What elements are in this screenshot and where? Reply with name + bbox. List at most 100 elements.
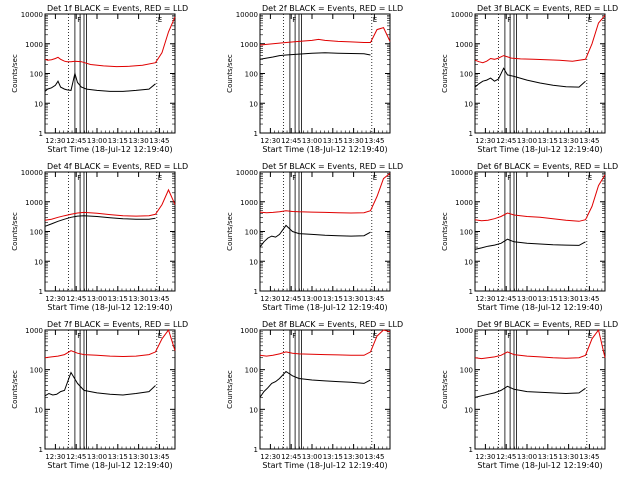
plot-frame — [259, 171, 391, 292]
panel-title: Det 3f BLACK = Events, RED = LLD — [477, 4, 618, 13]
marker-label: F — [292, 174, 296, 182]
x-tick-label: 13:45 — [149, 453, 169, 461]
x-tick-label: 13:00 — [517, 453, 537, 461]
detector-panel-6: Det 6f BLACK = Events, RED = LLD 1 10 100 10… — [441, 162, 618, 312]
events-series-line — [44, 71, 156, 92]
marker-label: E — [158, 332, 162, 340]
marker-label: F — [507, 16, 511, 24]
y-tick-label: 100 — [30, 367, 43, 375]
y-tick-label: 10 — [464, 258, 473, 266]
panel-title: Det 4f BLACK = Events, RED = LLD — [47, 162, 188, 171]
plot-frame — [44, 171, 176, 292]
x-tick-label: 12:30 — [475, 137, 495, 145]
y-tick-label: 10000 — [451, 169, 473, 177]
y-tick-label: 1000 — [25, 327, 43, 335]
x-tick-label: 13:00 — [87, 295, 107, 303]
detector-panel-4: Det 4f BLACK = Events, RED = LLD 1 10 100 10… — [11, 162, 188, 312]
plot-frame — [44, 329, 176, 450]
y-tick-label: 1000 — [240, 327, 258, 335]
marker-label: E — [588, 174, 592, 182]
x-tick-label: 13:30 — [129, 295, 149, 303]
events-series-line — [474, 67, 586, 88]
y-tick-label: 1000 — [455, 41, 473, 49]
marker-label: E — [373, 332, 377, 340]
y-tick-label: 10 — [249, 100, 258, 108]
y-tick-label: 1 — [254, 288, 258, 296]
plot-frame — [474, 329, 606, 450]
x-tick-label: 13:15 — [108, 295, 128, 303]
y-tick-label: 1 — [254, 446, 258, 454]
events-series-line — [474, 385, 586, 398]
detector-panel-2: Det 2f BLACK = Events, RED = LLD 1 10 100 10… — [226, 4, 403, 154]
lld-series-line — [44, 328, 176, 359]
y-tick-label: 1 — [469, 446, 473, 454]
y-tick-label: 100 — [460, 367, 473, 375]
lld-series-line — [259, 26, 391, 46]
x-tick-label: 12:45 — [496, 137, 516, 145]
x-axis-title: Start Time (18-Jul-12 12:19:40) — [262, 461, 387, 470]
marker-label: E — [588, 16, 592, 24]
panel-title: Det 8f BLACK = Events, RED = LLD — [262, 320, 403, 329]
y-tick-label: 1 — [469, 288, 473, 296]
y-tick-label: 100 — [460, 229, 473, 237]
x-tick-label: 12:30 — [45, 137, 65, 145]
detector-panel-1: Det 1f BLACK = Events, RED = LLD 1 10 100 10… — [11, 4, 188, 154]
y-tick-label: 10 — [464, 100, 473, 108]
y-tick-label: 10 — [249, 258, 258, 266]
x-tick-label: 13:15 — [108, 453, 128, 461]
marker-label: F — [507, 174, 511, 182]
detector-panel-3: Det 3f BLACK = Events, RED = LLD 1 10 100 10… — [441, 4, 618, 154]
x-tick-label: 13:45 — [579, 137, 599, 145]
marker-label: F — [292, 16, 296, 24]
x-tick-label: 13:45 — [364, 137, 384, 145]
y-axis-title: Counts/sec — [11, 54, 19, 93]
y-axis-title: Counts/sec — [11, 370, 19, 409]
x-tick-label: 13:45 — [579, 453, 599, 461]
x-tick-label: 12:45 — [281, 295, 301, 303]
y-axis-title: Counts/sec — [226, 54, 234, 93]
x-tick-label: 12:45 — [66, 137, 86, 145]
x-tick-label: 12:45 — [66, 453, 86, 461]
lld-series-line — [44, 16, 176, 68]
marker-label: F — [77, 174, 81, 182]
x-tick-label: 12:45 — [281, 453, 301, 461]
y-axis-title: Counts/sec — [226, 370, 234, 409]
y-tick-label: 1000 — [240, 199, 258, 207]
y-tick-label: 10 — [249, 406, 258, 414]
plot-frame — [474, 171, 606, 292]
x-tick-label: 13:00 — [302, 453, 322, 461]
y-tick-label: 100 — [30, 229, 43, 237]
panel-title: Det 7f BLACK = Events, RED = LLD — [47, 320, 188, 329]
y-axis-title: Counts/sec — [441, 212, 449, 251]
x-axis-title: Start Time (18-Jul-12 12:19:40) — [47, 461, 172, 470]
y-tick-label: 100 — [30, 71, 43, 79]
events-series-line — [259, 370, 371, 398]
x-tick-label: 13:45 — [149, 137, 169, 145]
x-tick-label: 13:30 — [129, 137, 149, 145]
x-axis-title: Start Time (18-Jul-12 12:19:40) — [262, 145, 387, 154]
y-tick-label: 100 — [460, 71, 473, 79]
y-tick-label: 10000 — [236, 11, 258, 19]
y-tick-label: 1 — [39, 130, 43, 138]
x-tick-label: 12:30 — [475, 295, 495, 303]
detector-panel-8: Det 8f BLACK = Events, RED = LLD 1 10 100 10… — [226, 320, 403, 470]
panel-title: Det 2f BLACK = Events, RED = LLD — [262, 4, 403, 13]
detector-panel-9: Det 9f BLACK = Events, RED = LLD 1 10 100 10… — [441, 320, 618, 470]
y-tick-label: 1000 — [25, 41, 43, 49]
plot-frame — [44, 13, 176, 134]
plot-frame — [259, 329, 391, 450]
y-tick-label: 10000 — [21, 11, 43, 19]
x-tick-label: 13:00 — [517, 137, 537, 145]
plot-frame — [259, 13, 391, 134]
x-tick-label: 13:45 — [364, 453, 384, 461]
y-tick-label: 1000 — [455, 327, 473, 335]
marker-label: F — [292, 332, 296, 340]
marker-label: E — [158, 174, 162, 182]
x-tick-label: 13:00 — [302, 137, 322, 145]
y-tick-label: 100 — [245, 229, 258, 237]
detector-panel-5: Det 5f BLACK = Events, RED = LLD 1 10 100 10… — [226, 162, 403, 312]
x-tick-label: 13:15 — [538, 453, 558, 461]
x-tick-label: 12:30 — [45, 453, 65, 461]
x-tick-label: 13:00 — [302, 295, 322, 303]
